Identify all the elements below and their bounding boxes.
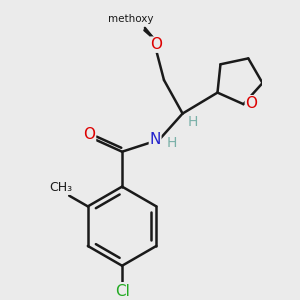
Text: methoxy: methoxy (130, 13, 179, 23)
Text: O: O (245, 96, 257, 111)
Text: methoxy: methoxy (129, 20, 135, 22)
Text: methoxy: methoxy (135, 19, 141, 20)
Text: H: H (188, 115, 198, 129)
Text: methoxy: methoxy (108, 14, 154, 24)
Text: N: N (149, 132, 161, 147)
Text: Cl: Cl (115, 284, 130, 299)
Text: O: O (83, 128, 95, 142)
Text: O: O (151, 37, 163, 52)
Text: CH₃: CH₃ (50, 181, 73, 194)
Text: H: H (166, 136, 177, 150)
Text: methoxy: methoxy (130, 22, 137, 23)
